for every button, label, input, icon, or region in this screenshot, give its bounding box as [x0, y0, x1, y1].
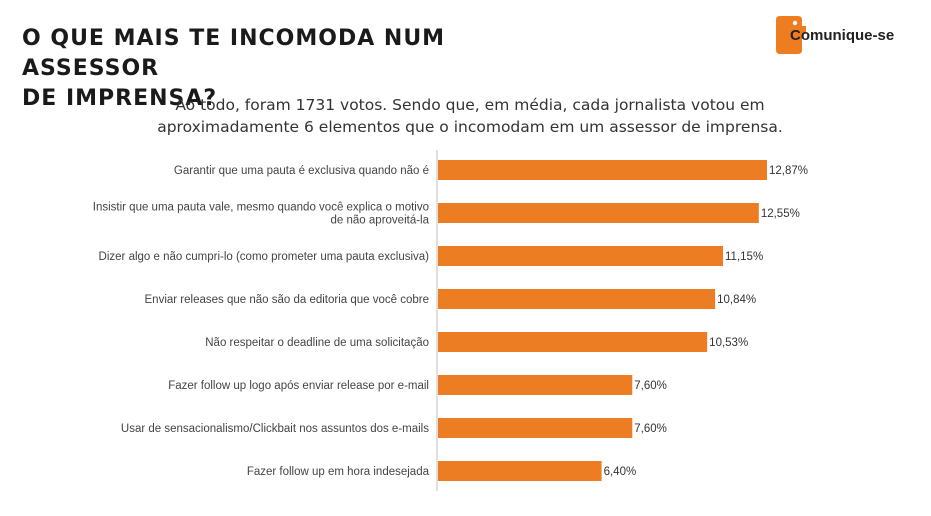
data-label: 7,60%	[634, 423, 667, 435]
data-label: 12,55%	[761, 208, 800, 220]
bar	[438, 418, 633, 438]
category-label: Enviar releases que não são da editoria …	[145, 294, 430, 306]
chart-title: O QUE MAIS TE INCOMODA NUM ASSESSOR DE I…	[22, 24, 582, 114]
category-label: Fazer follow up logo após enviar release…	[168, 380, 429, 392]
subtitle-line-1: Ao todo, foram 1731 votos. Sendo que, em…	[175, 96, 765, 114]
category-label: de não aproveitá-la	[331, 215, 430, 227]
title-line-1: O QUE MAIS TE INCOMODA NUM ASSESSOR	[22, 26, 446, 81]
bar-chart: 12,87% Garantir que uma pauta é exclusiva…	[93, 150, 808, 491]
category-label: Insistir que uma pauta vale, mesmo quand…	[93, 202, 429, 214]
category-label: Usar de sensacionalismo/Clickbait nos as…	[121, 423, 429, 435]
bar	[438, 375, 633, 395]
data-label: 12,87%	[769, 165, 808, 177]
bar	[438, 160, 767, 180]
data-label: 10,84%	[717, 294, 756, 306]
chart-subtitle: Ao todo, foram 1731 votos. Sendo que, em…	[100, 94, 840, 138]
speech-bubble-icon	[776, 16, 806, 54]
data-label: 6,40%	[604, 466, 637, 478]
bar	[438, 461, 602, 481]
data-label: 10,53%	[709, 337, 748, 349]
subtitle-line-2: aproximadamente 6 elementos que o incomo…	[157, 118, 783, 136]
category-label: Garantir que uma pauta é exclusiva quand…	[174, 165, 429, 177]
bar	[438, 332, 708, 352]
bar	[438, 203, 759, 223]
brand-logo: Comunique-se	[776, 14, 906, 54]
bar	[438, 289, 716, 309]
category-label: Não respeitar o deadline de uma solicita…	[205, 337, 429, 349]
title-line-2: DE IMPRENSA?	[22, 86, 218, 111]
bars-group: 12,87% Garantir que uma pauta é exclusiva…	[93, 160, 808, 481]
data-label: 11,15%	[725, 251, 763, 263]
logo-text: Comunique-se	[790, 27, 895, 44]
bar	[438, 246, 724, 266]
data-label: 7,60%	[634, 380, 667, 392]
category-label: Dizer algo e não cumpri-lo (como promete…	[99, 251, 430, 263]
category-label: Fazer follow up em hora indesejada	[247, 466, 430, 478]
